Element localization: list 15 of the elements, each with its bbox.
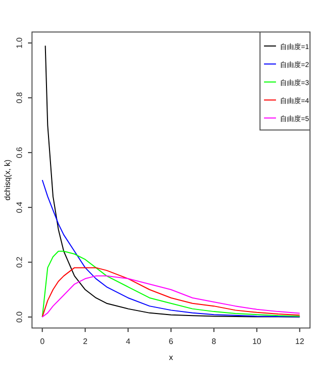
y-axis-title: dchisq(x, k) [3,159,12,200]
x-tick-label: 2 [82,337,88,346]
y-tick-label: 0.8 [15,92,24,104]
y-tick-label: 0.6 [15,146,24,158]
x-tick-label: 6 [168,337,174,346]
x-tick-label: 4 [126,337,131,346]
x-axis-title: x [169,353,173,362]
y-tick-label: 0.0 [15,310,24,323]
y-tick-label: 1.0 [15,36,24,49]
y-tick-label: 0.2 [15,256,24,268]
x-tick-label: 0 [40,337,46,346]
x-tick-label: 10 [252,337,262,346]
x-tick-label: 12 [295,337,305,346]
x-tick-label: 8 [212,337,217,346]
y-tick-label: 0.4 [15,201,24,213]
